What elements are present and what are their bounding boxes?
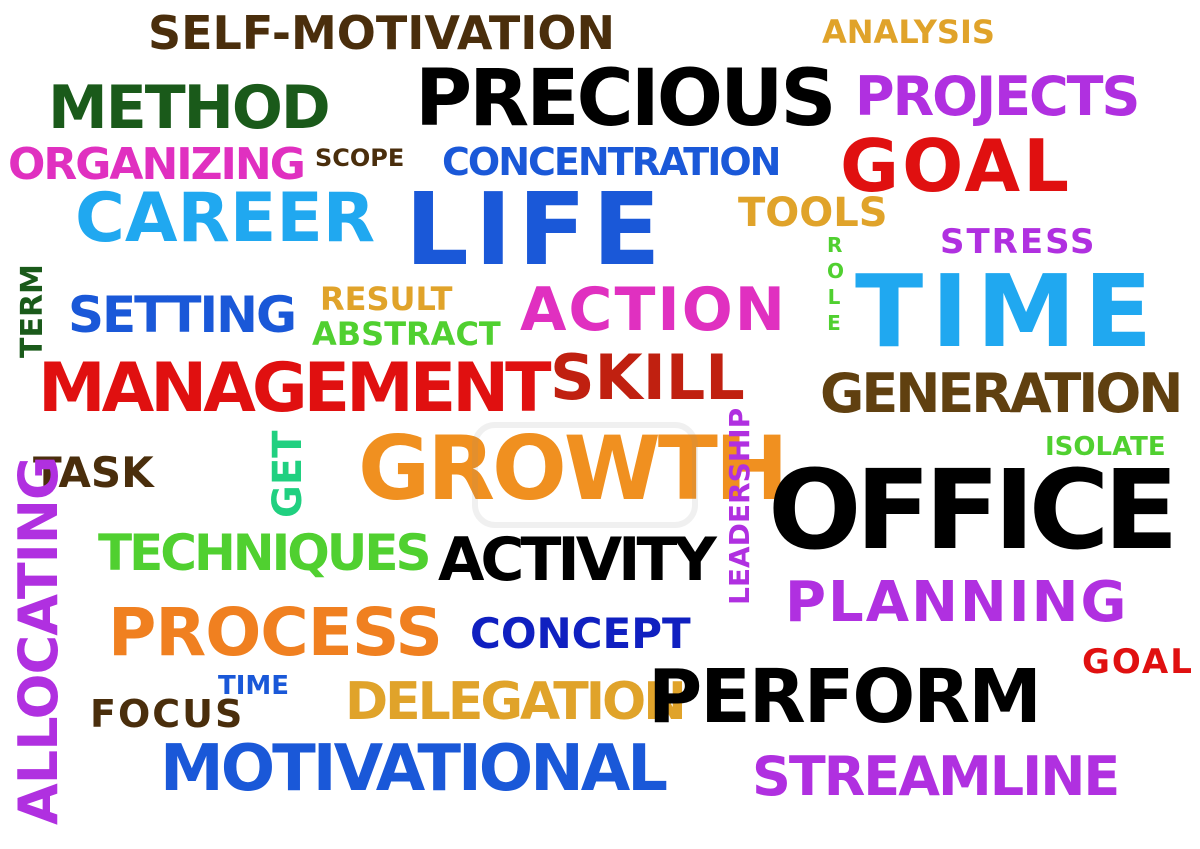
word-concentration: CONCENTRATION bbox=[442, 140, 781, 184]
word-abstract: ABSTRACT bbox=[312, 315, 501, 353]
word-analysis: ANALYSIS bbox=[822, 13, 995, 51]
word-concept: CONCEPT bbox=[470, 609, 691, 658]
word-growth: GROWTH bbox=[358, 417, 789, 520]
word-stress: STRESS bbox=[940, 222, 1097, 262]
word-tools: TOOLS bbox=[738, 190, 888, 236]
word-role: ROLE bbox=[822, 232, 846, 336]
word-isolate: ISOLATE bbox=[1045, 432, 1166, 462]
word-skill: SKILL bbox=[550, 341, 745, 414]
word-allocating: ALLOCATING bbox=[7, 456, 70, 825]
word-result: RESULT bbox=[320, 280, 453, 318]
word-career: CAREER bbox=[75, 179, 376, 258]
word-goal-small: GOAL bbox=[1082, 642, 1194, 682]
word-method: METHOD bbox=[48, 73, 331, 143]
word-life: LIFE bbox=[405, 171, 667, 288]
word-process: PROCESS bbox=[108, 594, 443, 671]
word-techniques: TECHNIQUES bbox=[98, 524, 432, 582]
word-activity: ACTIVITY bbox=[438, 525, 717, 595]
word-task: TASK bbox=[33, 448, 154, 497]
word-delegation: DELEGATION bbox=[345, 672, 687, 732]
word-streamline: STREAMLINE bbox=[752, 745, 1120, 808]
word-get: GET bbox=[265, 430, 311, 518]
word-scope: SCOPE bbox=[315, 144, 405, 172]
watermark-icon bbox=[472, 422, 698, 528]
word-motivational: MOTIVATIONAL bbox=[160, 732, 668, 806]
word-self-motivation: SELF-MOTIVATION bbox=[148, 6, 615, 60]
word-management: MANAGEMENT bbox=[38, 349, 552, 428]
word-generation: GENERATION bbox=[820, 362, 1183, 425]
word-action: ACTION bbox=[520, 275, 787, 345]
word-projects: PROJECTS bbox=[855, 65, 1140, 128]
word-leadership: LEADERSHIP bbox=[723, 407, 756, 605]
word-perform: PERFORM bbox=[648, 654, 1042, 740]
word-office: OFFICE bbox=[768, 446, 1179, 574]
word-role-text: ROLE bbox=[827, 233, 845, 335]
word-term: TERM bbox=[15, 264, 50, 358]
word-time: TIME bbox=[855, 253, 1161, 370]
word-planning: PLANNING bbox=[785, 570, 1129, 635]
word-time-small: TIME bbox=[218, 671, 290, 701]
word-organizing: ORGANIZING bbox=[8, 139, 306, 190]
word-goal: GOAL bbox=[840, 124, 1072, 208]
word-precious: PRECIOUS bbox=[415, 54, 837, 144]
word-focus: FOCUS bbox=[90, 692, 245, 736]
word-setting: SETTING bbox=[68, 286, 297, 344]
